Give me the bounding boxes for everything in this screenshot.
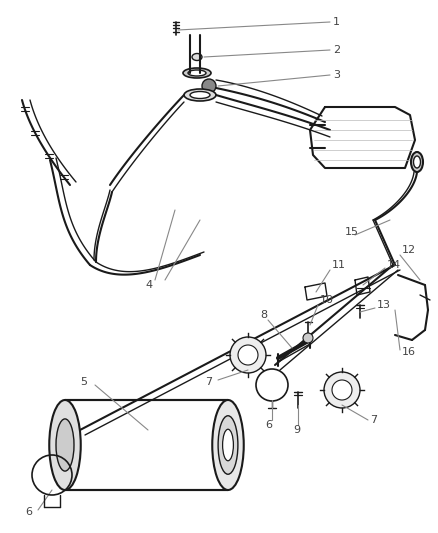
Text: 5: 5 [80,377,87,387]
Ellipse shape [188,70,206,76]
Ellipse shape [212,400,244,490]
Ellipse shape [411,152,423,172]
Circle shape [332,380,352,400]
Text: 6: 6 [25,507,32,517]
Text: 15: 15 [345,227,359,237]
Circle shape [202,79,216,93]
Text: 11: 11 [332,260,346,270]
Text: 14: 14 [387,260,401,270]
Circle shape [324,372,360,408]
Circle shape [238,345,258,365]
Text: 1: 1 [333,17,340,27]
Text: 13: 13 [377,300,391,310]
Ellipse shape [56,419,74,471]
Ellipse shape [183,68,211,78]
Text: 2: 2 [333,45,340,55]
Circle shape [303,333,313,343]
Text: 10: 10 [320,295,334,305]
Text: 9: 9 [293,425,300,435]
Text: 4: 4 [145,280,152,290]
Ellipse shape [223,429,233,461]
Text: 6: 6 [265,420,272,430]
Ellipse shape [192,53,202,61]
Ellipse shape [49,400,81,490]
Ellipse shape [218,416,238,474]
Circle shape [230,337,266,373]
Text: 8: 8 [260,310,267,320]
Text: 16: 16 [402,347,416,357]
Text: 7: 7 [370,415,377,425]
Ellipse shape [184,89,216,101]
Ellipse shape [190,92,210,99]
Text: 12: 12 [402,245,416,255]
Text: 3: 3 [333,70,340,80]
Ellipse shape [413,156,420,168]
Text: 7: 7 [205,377,212,387]
